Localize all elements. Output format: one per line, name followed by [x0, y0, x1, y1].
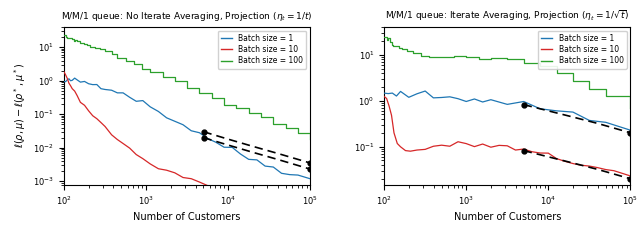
X-axis label: Number of Customers: Number of Customers — [134, 212, 241, 222]
X-axis label: Number of Customers: Number of Customers — [454, 212, 561, 222]
Legend: Batch size = 1, Batch size = 10, Batch size = 100: Batch size = 1, Batch size = 10, Batch s… — [218, 31, 307, 69]
Y-axis label: $\ell(\rho,\mu) - \ell(\rho^*,\mu^*)$: $\ell(\rho,\mu) - \ell(\rho^*,\mu^*)$ — [12, 63, 28, 148]
Title: M/M/1 queue: No Iterate Averaging, Projection ($\eta_t = 1/t$): M/M/1 queue: No Iterate Averaging, Proje… — [61, 10, 313, 23]
Legend: Batch size = 1, Batch size = 10, Batch size = 100: Batch size = 1, Batch size = 10, Batch s… — [538, 31, 627, 69]
Title: M/M/1 queue: Iterate Averaging, Projection ($\eta_t = 1/\sqrt{t}$): M/M/1 queue: Iterate Averaging, Projecti… — [385, 8, 630, 23]
